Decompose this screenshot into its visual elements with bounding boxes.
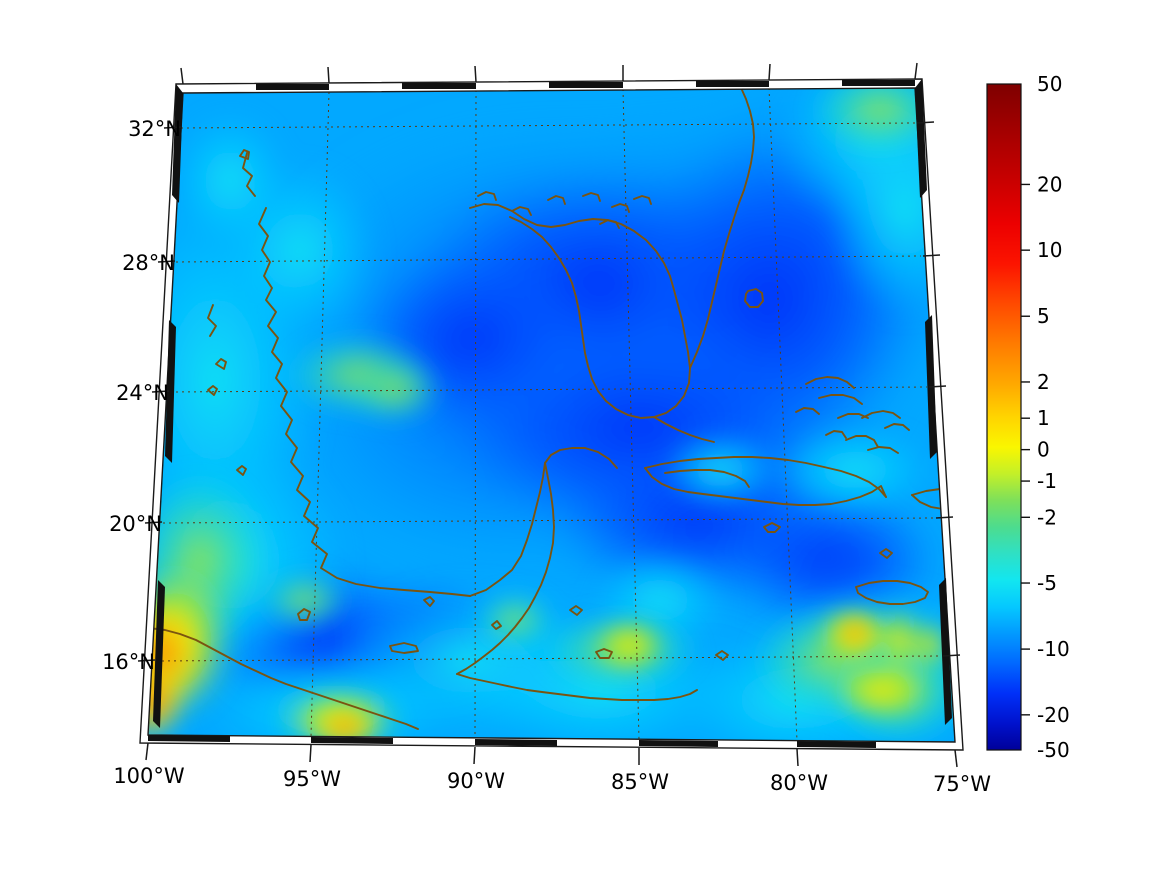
data-field: [148, 88, 955, 742]
tick-marks: [137, 62, 961, 768]
colorbar-gradient-bar[interactable]: [986, 83, 1022, 751]
colorbar-tick-label: 0: [1037, 438, 1050, 462]
y-tick-label: 16°N: [102, 650, 155, 674]
y-tick-label: 28°N: [122, 251, 175, 275]
colorbar-tick-label: -50: [1037, 738, 1070, 762]
colorbar-tick-label: 10: [1037, 238, 1062, 262]
frame-top-ticks: [256, 80, 915, 90]
y-tick-label: 20°N: [109, 512, 162, 536]
colorbar-tick-label: 2: [1037, 370, 1050, 394]
y-tick-labels: 16°N 20°N 24°N 28°N 32°N: [102, 117, 181, 674]
x-tick-label: 75°W: [933, 772, 991, 796]
x-tick-label: 85°W: [611, 770, 669, 794]
y-tick-label: 24°N: [116, 381, 169, 405]
x-tick-label: 80°W: [770, 771, 828, 795]
x-tick-label: 95°W: [283, 767, 341, 791]
colorbar-tick-marks: [1021, 183, 1030, 716]
colorbar-tick-label: -10: [1037, 637, 1070, 661]
colorbar-tick-label: 50: [1037, 72, 1062, 96]
x-tick-label: 100°W: [113, 764, 185, 788]
colorbar-tick-label: 1: [1037, 406, 1050, 430]
colorbar-tick-label: 20: [1037, 172, 1062, 196]
colorbar-tick-label: 5: [1037, 304, 1050, 328]
colorbar-tick-label: -2: [1037, 505, 1057, 529]
coastlines: [148, 89, 955, 730]
y-tick-label: 32°N: [128, 117, 181, 141]
colorbar-tick-label: -20: [1037, 703, 1070, 727]
frame-left-ticks: [153, 84, 183, 728]
colorbar-tick-label: -1: [1037, 469, 1057, 493]
x-tick-labels: 100°W 95°W 90°W 85°W 80°W 75°W: [113, 764, 991, 796]
x-tick-label: 90°W: [447, 769, 505, 793]
colorbar-tick-label: -5: [1037, 571, 1057, 595]
map-frame: [137, 62, 964, 768]
frame-bottom-ticks: [148, 735, 876, 748]
